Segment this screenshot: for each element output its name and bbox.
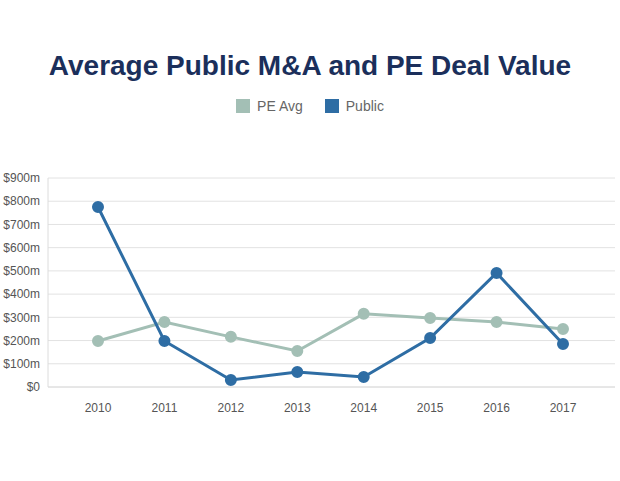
html-text:Public: Public: [345, 98, 384, 114]
svg-text:$700m: $700m: [8, 218, 40, 232]
svg-text:2017: 2017: [550, 401, 577, 415]
svg-text:$300m: $300m: [8, 311, 40, 325]
svg-text:$400m: $400m: [8, 287, 40, 301]
svg-text:2012: 2012: [218, 401, 245, 415]
svg-text:$500m: $500m: [8, 264, 40, 278]
html-text:PE Avg: PE Avg: [257, 98, 303, 114]
svg-text:$900m: $900m: [8, 171, 40, 185]
svg-text:2011: 2011: [152, 401, 178, 415]
svg-text:2010: 2010: [85, 401, 112, 415]
html-text:Average Public M&A and PE Deal: Average Public M&A and PE Deal Value: [48, 50, 572, 81]
svg-text:$800m: $800m: [8, 194, 40, 208]
svg-text:2014: 2014: [350, 401, 377, 415]
svg-text:2013: 2013: [284, 401, 311, 415]
svg-text:$200m: $200m: [8, 334, 40, 348]
svg-text:2015: 2015: [417, 401, 444, 415]
svg-text:2016: 2016: [483, 401, 510, 415]
svg-text:$600m: $600m: [8, 241, 40, 255]
svg-text:$100m: $100m: [8, 357, 40, 371]
svg-text:$0: $0: [27, 380, 41, 394]
